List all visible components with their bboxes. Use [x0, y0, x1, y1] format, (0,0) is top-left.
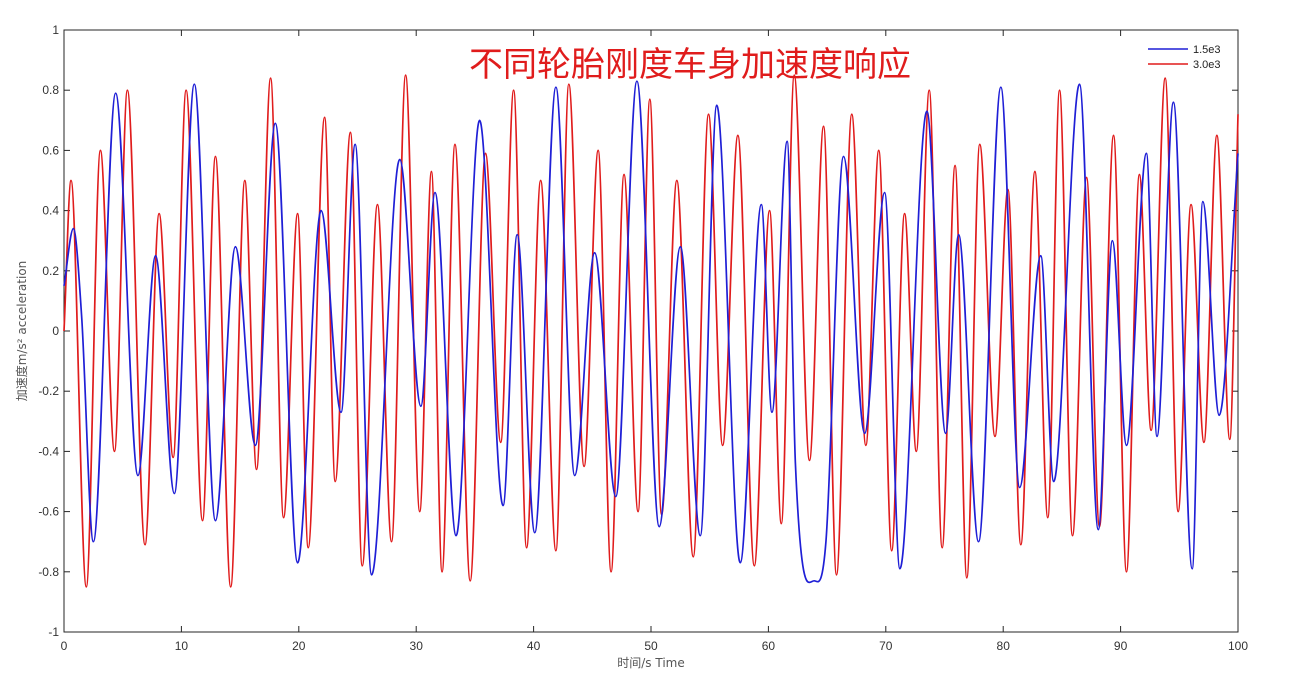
y-tick-label: 0.6 [42, 143, 59, 157]
x-tick-label: 60 [762, 639, 776, 653]
x-tick-label: 70 [879, 639, 893, 653]
axis-ticks: 0 10 20 30 40 50 60 70 80 90 100 1 0.8 0.6 0.4 0.2 0 -0.2… [38, 23, 1248, 653]
y-tick-label: -1 [48, 625, 59, 639]
x-tick-label: 40 [527, 639, 541, 653]
x-tick-label: 100 [1228, 639, 1248, 653]
y-tick-label: 0.4 [42, 204, 59, 218]
x-tick-label: 0 [61, 639, 68, 653]
x-tick-label: 20 [292, 639, 306, 653]
legend-label-1: 1.5e3 [1193, 44, 1221, 56]
x-tick-label: 10 [175, 639, 189, 653]
y-tick-label: -0.2 [38, 384, 59, 398]
x-tick-label: 80 [997, 639, 1011, 653]
chart-title: 不同轮胎刚度车身加速度响应 [469, 45, 911, 85]
y-tick-label: 0 [52, 324, 59, 338]
legend: 1.5e3 3.0e3 [1141, 37, 1235, 73]
y-tick-label: 0.8 [42, 83, 59, 97]
y-tick-label: 0.2 [42, 264, 59, 278]
legend-box [1141, 37, 1235, 73]
plot-area [63, 29, 1239, 633]
x-tick-label: 30 [410, 639, 424, 653]
legend-label-2: 3.0e3 [1193, 59, 1221, 71]
y-axis-label: 加速度m/s² acceleration [14, 261, 29, 402]
y-tick-label: 1 [52, 23, 59, 37]
series-line-1 [63, 80, 1239, 584]
x-tick-label: 90 [1114, 639, 1128, 653]
series-lines [63, 74, 1239, 588]
y-tick-label: -0.4 [38, 444, 59, 458]
x-axis-label: 时间/s Time [617, 656, 684, 670]
x-tick-label: 50 [644, 639, 658, 653]
y-tick-label: -0.8 [38, 565, 59, 579]
y-tick-label: -0.6 [38, 505, 59, 519]
